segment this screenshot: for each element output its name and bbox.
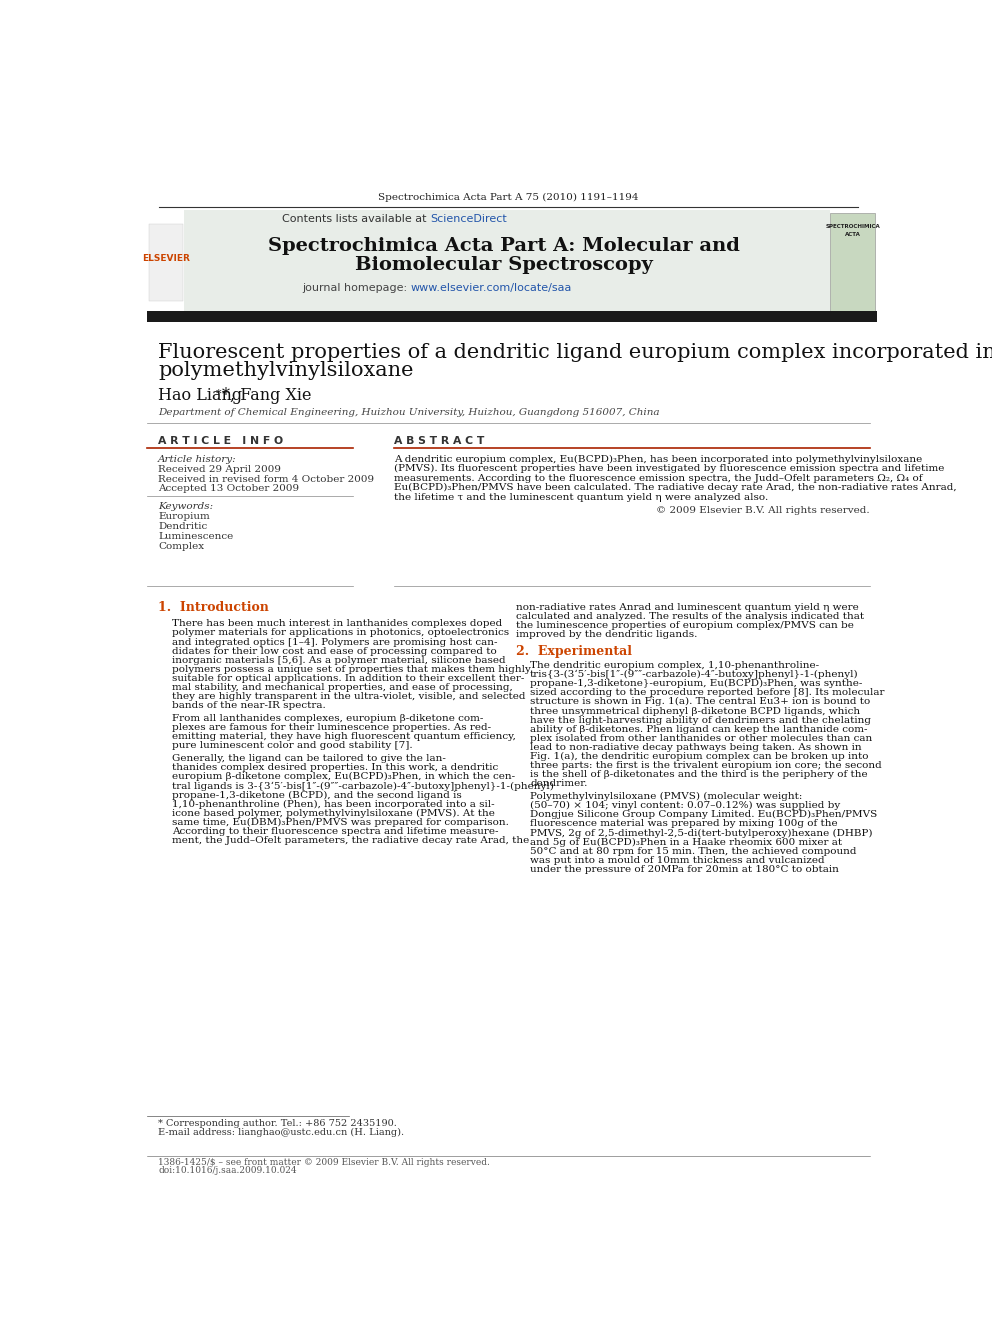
Text: www.elsevier.com/locate/saa: www.elsevier.com/locate/saa: [411, 283, 572, 294]
Text: doi:10.1016/j.saa.2009.10.024: doi:10.1016/j.saa.2009.10.024: [158, 1166, 297, 1175]
Text: they are highly transparent in the ultra-violet, visible, and selected: they are highly transparent in the ultra…: [172, 692, 526, 701]
Text: Dendritic: Dendritic: [158, 523, 207, 532]
Text: ELSEVIER: ELSEVIER: [142, 254, 189, 263]
Text: plexes are famous for their luminescence properties. As red-: plexes are famous for their luminescence…: [172, 724, 491, 732]
Text: propane-1,3-diketone (BCPD), and the second ligand is: propane-1,3-diketone (BCPD), and the sec…: [172, 791, 462, 799]
Text: polymers possess a unique set of properties that makes them highly: polymers possess a unique set of propert…: [172, 664, 531, 673]
Text: is the shell of β-diketonates and the third is the periphery of the: is the shell of β-diketonates and the th…: [530, 770, 868, 779]
Text: pure luminescent color and good stability [7].: pure luminescent color and good stabilit…: [172, 741, 413, 750]
Text: propane-1,3-diketone}-europium, Eu(BCPD)₃Phen, was synthe-: propane-1,3-diketone}-europium, Eu(BCPD)…: [530, 679, 862, 688]
Bar: [147, 311, 877, 321]
Text: three unsymmetrical diphenyl β-diketone BCPD ligands, which: three unsymmetrical diphenyl β-diketone …: [530, 706, 860, 716]
Text: The dendritic europium complex, 1,10-phenanthroline-: The dendritic europium complex, 1,10-phe…: [530, 662, 819, 669]
Text: sized according to the procedure reported before [8]. Its molecular: sized according to the procedure reporte…: [530, 688, 885, 697]
Text: 50°C and at 80 rpm for 15 min. Then, the achieved compound: 50°C and at 80 rpm for 15 min. Then, the…: [530, 847, 857, 856]
Bar: [830, 213, 875, 311]
Text: ability of β-diketones. Phen ligand can keep the lanthanide com-: ability of β-diketones. Phen ligand can …: [530, 725, 868, 734]
Text: mal stability, and mechanical properties, and ease of processing,: mal stability, and mechanical properties…: [172, 683, 513, 692]
Text: Polymethylvinylsiloxane (PMVS) (molecular weight:: Polymethylvinylsiloxane (PMVS) (molecula…: [530, 792, 803, 802]
Text: bands of the near-IR spectra.: bands of the near-IR spectra.: [172, 701, 325, 710]
Text: polymethylvinylsiloxane: polymethylvinylsiloxane: [158, 361, 414, 380]
Text: 2.  Experimental: 2. Experimental: [516, 646, 632, 659]
Text: emitting material, they have high fluorescent quantum efficiency,: emitting material, they have high fluore…: [172, 732, 516, 741]
Text: icone based polymer, polymethylvinylsiloxane (PMVS). At the: icone based polymer, polymethylvinylsilo…: [172, 808, 495, 818]
Text: There has been much interest in lanthanides complexes doped: There has been much interest in lanthani…: [172, 619, 502, 628]
Text: lead to non-radiative decay pathways being taken. As shown in: lead to non-radiative decay pathways bei…: [530, 742, 862, 751]
Bar: [147, 210, 185, 312]
Text: Eu(BCPD)₃Phen/PMVS have been calculated. The radiative decay rate Arad, the non-: Eu(BCPD)₃Phen/PMVS have been calculated.…: [394, 483, 956, 492]
Text: dendrimer.: dendrimer.: [530, 779, 587, 789]
Text: the luminescence properties of europium complex/PMVS can be: the luminescence properties of europium …: [516, 622, 854, 630]
Text: A dendritic europium complex, Eu(BCPD)₃Phen, has been incorporated into polymeth: A dendritic europium complex, Eu(BCPD)₃P…: [394, 455, 922, 463]
Text: Article history:: Article history:: [158, 455, 237, 464]
Text: fluorescence material was prepared by mixing 100g of the: fluorescence material was prepared by mi…: [530, 819, 837, 828]
Text: was put into a mould of 10mm thickness and vulcanized: was put into a mould of 10mm thickness a…: [530, 856, 824, 865]
Text: calculated and analyzed. The results of the analysis indicated that: calculated and analyzed. The results of …: [516, 613, 864, 622]
Text: europium β-diketone complex, Eu(BCPD)₃Phen, in which the cen-: europium β-diketone complex, Eu(BCPD)₃Ph…: [172, 773, 515, 782]
Text: measurements. According to the fluorescence emission spectra, the Judd–Ofelt par: measurements. According to the fluoresce…: [394, 474, 923, 483]
Text: suitable for optical applications. In addition to their excellent ther-: suitable for optical applications. In ad…: [172, 673, 525, 683]
Text: Contents lists available at: Contents lists available at: [282, 214, 431, 224]
Text: ScienceDirect: ScienceDirect: [431, 214, 507, 224]
Text: under the pressure of 20MPa for 20min at 180°C to obtain: under the pressure of 20MPa for 20min at…: [530, 865, 839, 873]
Bar: [149, 224, 183, 302]
Text: PMVS, 2g of 2,5-dimethyl-2,5-di(tert-butylperoxy)hexane (DHBP): PMVS, 2g of 2,5-dimethyl-2,5-di(tert-but…: [530, 828, 873, 837]
Text: Fluorescent properties of a dendritic ligand europium complex incorporated in: Fluorescent properties of a dendritic li…: [158, 343, 992, 363]
Text: plex isolated from other lanthanides or other molecules than can: plex isolated from other lanthanides or …: [530, 734, 872, 742]
Text: thanides complex desired properties. In this work, a dendritic: thanides complex desired properties. In …: [172, 763, 498, 773]
Text: three parts: the first is the trivalent europium ion core; the second: three parts: the first is the trivalent …: [530, 761, 882, 770]
Text: *: *: [216, 389, 222, 398]
Text: the lifetime τ and the luminescent quantum yield η were analyzed also.: the lifetime τ and the luminescent quant…: [394, 493, 768, 501]
Text: non-radiative rates Anrad and luminescent quantum yield η were: non-radiative rates Anrad and luminescen…: [516, 603, 859, 613]
Text: Dongjue Silicone Group Company Limited. Eu(BCPD)₃Phen/PMVS: Dongjue Silicone Group Company Limited. …: [530, 810, 877, 819]
Text: Spectrochimica Acta Part A: Molecular and: Spectrochimica Acta Part A: Molecular an…: [268, 237, 740, 255]
Bar: [185, 210, 830, 312]
Text: 1.  Introduction: 1. Introduction: [158, 601, 269, 614]
Text: didates for their low cost and ease of processing compared to: didates for their low cost and ease of p…: [172, 647, 497, 656]
Text: Complex: Complex: [158, 542, 204, 552]
Text: (50–70) × 104; vinyl content: 0.07–0.12%) was supplied by: (50–70) × 104; vinyl content: 0.07–0.12%…: [530, 802, 840, 810]
Text: Received 29 April 2009: Received 29 April 2009: [158, 466, 281, 475]
Text: Department of Chemical Engineering, Huizhou University, Huizhou, Guangdong 51600: Department of Chemical Engineering, Huiz…: [158, 409, 660, 417]
Text: tral ligands is 3-{3‘5′-bis[1″-(9″″-carbazole)-4″-butoxy]phenyl}-1-(phenyl): tral ligands is 3-{3‘5′-bis[1″-(9″″-carb…: [172, 782, 554, 791]
Text: ment, the Judd–Ofelt parameters, the radiative decay rate Arad, the: ment, the Judd–Ofelt parameters, the rad…: [172, 836, 530, 845]
Text: SPECTROCHIMICA: SPECTROCHIMICA: [825, 224, 880, 229]
Text: Generally, the ligand can be tailored to give the lan-: Generally, the ligand can be tailored to…: [172, 754, 446, 763]
Text: Biomolecular Spectroscopy: Biomolecular Spectroscopy: [355, 257, 653, 274]
Text: and integrated optics [1–4]. Polymers are promising host can-: and integrated optics [1–4]. Polymers ar…: [172, 638, 498, 647]
Text: Hao Liang: Hao Liang: [158, 388, 242, 405]
Text: According to their fluorescence spectra and lifetime measure-: According to their fluorescence spectra …: [172, 827, 499, 836]
Text: Keywords:: Keywords:: [158, 503, 213, 511]
Text: journal homepage:: journal homepage:: [303, 283, 411, 294]
Text: same time, Eu(DBM)₃Phen/PMVS was prepared for comparison.: same time, Eu(DBM)₃Phen/PMVS was prepare…: [172, 818, 509, 827]
Text: 1386-1425/$ – see front matter © 2009 Elsevier B.V. All rights reserved.: 1386-1425/$ – see front matter © 2009 El…: [158, 1159, 490, 1167]
Text: E-mail address: lianghao@ustc.edu.cn (H. Liang).: E-mail address: lianghao@ustc.edu.cn (H.…: [158, 1127, 404, 1136]
Text: From all lanthanides complexes, europium β-diketone com-: From all lanthanides complexes, europium…: [172, 714, 483, 724]
Text: A R T I C L E   I N F O: A R T I C L E I N F O: [158, 435, 284, 446]
Text: * Corresponding author. Tel.: +86 752 2435190.: * Corresponding author. Tel.: +86 752 24…: [158, 1119, 397, 1129]
Text: inorganic materials [5,6]. As a polymer material, silicone based: inorganic materials [5,6]. As a polymer …: [172, 656, 506, 664]
Text: A B S T R A C T: A B S T R A C T: [394, 435, 484, 446]
Text: Spectrochimica Acta Part A 75 (2010) 1191–1194: Spectrochimica Acta Part A 75 (2010) 119…: [378, 193, 639, 202]
Text: ACTA: ACTA: [844, 232, 860, 237]
Text: Europium: Europium: [158, 512, 210, 521]
Text: have the light-harvesting ability of dendrimers and the chelating: have the light-harvesting ability of den…: [530, 716, 871, 725]
Text: improved by the dendritic ligands.: improved by the dendritic ligands.: [516, 631, 697, 639]
Text: Accepted 13 October 2009: Accepted 13 October 2009: [158, 484, 300, 493]
Text: 1,10-phenanthroline (Phen), has been incorporated into a sil-: 1,10-phenanthroline (Phen), has been inc…: [172, 799, 495, 808]
Text: and 5g of Eu(BCPD)₃Phen in a Haake rheomix 600 mixer at: and 5g of Eu(BCPD)₃Phen in a Haake rheom…: [530, 837, 842, 847]
Text: © 2009 Elsevier B.V. All rights reserved.: © 2009 Elsevier B.V. All rights reserved…: [656, 505, 870, 515]
Text: Fig. 1(a), the dendritic europium complex can be broken up into: Fig. 1(a), the dendritic europium comple…: [530, 751, 869, 761]
Text: tris{3-(3‘5′-bis[1″-(9″″-carbazole)-4″-butoxy]phenyl}-1-(phenyl): tris{3-(3‘5′-bis[1″-(9″″-carbazole)-4″-b…: [530, 669, 859, 679]
Text: *, Fang Xie: *, Fang Xie: [221, 388, 311, 405]
Text: structure is shown in Fig. 1(a). The central Eu3+ ion is bound to: structure is shown in Fig. 1(a). The cen…: [530, 697, 870, 706]
Text: (PMVS). Its fluorescent properties have been investigated by fluorescence emissi: (PMVS). Its fluorescent properties have …: [394, 464, 944, 474]
Text: Luminescence: Luminescence: [158, 532, 233, 541]
Text: polymer materials for applications in photonics, optoelectronics: polymer materials for applications in ph…: [172, 628, 509, 638]
Text: Received in revised form 4 October 2009: Received in revised form 4 October 2009: [158, 475, 374, 484]
